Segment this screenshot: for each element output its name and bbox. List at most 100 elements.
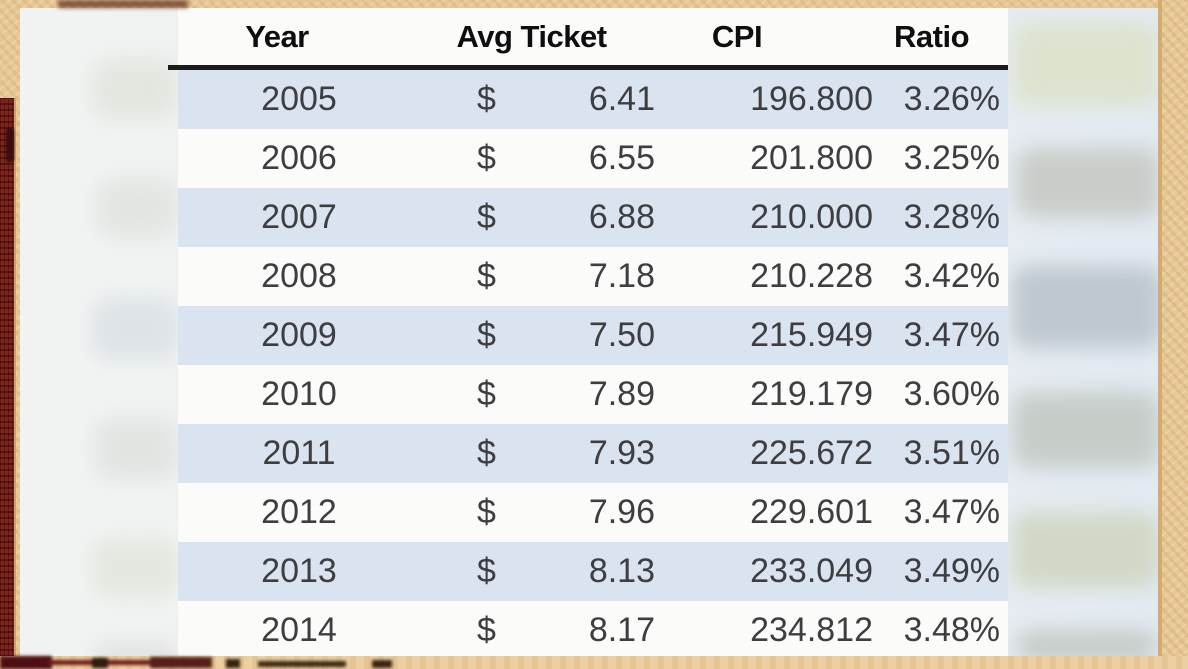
table-row: 2005 $6.41 196.800 3.26% xyxy=(178,70,1008,129)
cell-cpi: 219.179 xyxy=(750,375,873,413)
column-header-year: Year xyxy=(245,18,309,54)
blurred-slide-background: Year Avg Ticket CPI Ratio 2005 $6.41 196.8… xyxy=(20,8,1162,658)
cell-ratio: 3.47% xyxy=(903,316,1000,354)
table-row: 2009 $7.50 215.949 3.47% xyxy=(178,306,1008,365)
cell-cpi: 210.228 xyxy=(750,257,873,295)
cell-ratio: 3.28% xyxy=(903,198,1000,236)
cell-avg-ticket: $7.18 xyxy=(420,257,683,296)
cell-ratio: 3.26% xyxy=(903,80,1000,118)
cell-avg-ticket: $7.89 xyxy=(420,375,683,414)
cell-ratio: 3.48% xyxy=(903,611,1000,649)
blur-blob xyxy=(92,298,180,360)
cell-avg-ticket: $7.50 xyxy=(420,316,683,355)
cell-ratio: 3.51% xyxy=(903,434,1000,472)
blur-blob xyxy=(1016,148,1160,218)
cell-ratio: 3.47% xyxy=(903,493,1000,531)
cell-cpi: 201.800 xyxy=(750,139,873,177)
spine-corner-mark xyxy=(0,656,52,669)
blur-blob xyxy=(1012,392,1160,468)
cell-year: 2006 xyxy=(261,139,337,177)
currency-symbol: $ xyxy=(477,80,496,118)
avg-ticket-value: 6.88 xyxy=(588,198,655,236)
currency-symbol: $ xyxy=(477,434,496,472)
currency-symbol: $ xyxy=(477,552,496,590)
column-header-ratio: Ratio xyxy=(894,18,970,54)
cell-ratio: 3.42% xyxy=(903,257,1000,295)
currency-symbol: $ xyxy=(477,139,496,177)
blur-blob xyxy=(92,538,180,598)
avg-ticket-value: 7.89 xyxy=(588,375,655,413)
currency-symbol: $ xyxy=(477,316,496,354)
cell-year: 2010 xyxy=(261,375,337,413)
avg-ticket-value: 7.96 xyxy=(588,493,655,531)
cell-year: 2008 xyxy=(261,257,337,295)
table-header-row: Year Avg Ticket CPI Ratio xyxy=(168,8,1008,70)
blur-blob xyxy=(96,178,180,238)
frame-right-edge xyxy=(1158,0,1188,669)
spine-texture-mark xyxy=(6,128,14,162)
blur-blob xyxy=(94,418,180,480)
cell-year: 2014 xyxy=(261,611,337,649)
blur-blob xyxy=(1012,266,1162,348)
blur-blob xyxy=(94,643,178,658)
cell-avg-ticket: $7.96 xyxy=(420,493,683,532)
currency-symbol: $ xyxy=(477,493,496,531)
frame-texture-mark xyxy=(58,0,188,8)
cell-year: 2012 xyxy=(261,493,337,531)
cell-ratio: 3.60% xyxy=(903,375,1000,413)
cell-cpi: 196.800 xyxy=(750,80,873,118)
scribble-mark xyxy=(92,658,108,668)
scribble-mark xyxy=(226,659,240,668)
table-body: 2005 $6.41 196.800 3.26% 2006 $6.55 201.800 3.2… xyxy=(178,70,1008,658)
cell-cpi: 225.672 xyxy=(750,434,873,472)
cell-ratio: 3.49% xyxy=(903,552,1000,590)
currency-symbol: $ xyxy=(477,257,496,295)
cell-avg-ticket: $8.13 xyxy=(420,552,683,591)
currency-symbol: $ xyxy=(477,611,496,649)
blur-blob xyxy=(92,58,180,120)
avg-ticket-value: 6.41 xyxy=(588,80,655,118)
column-header-cpi: CPI xyxy=(711,18,763,54)
table-row: 2014 $8.17 234.812 3.48% xyxy=(178,601,1008,658)
cell-year: 2005 xyxy=(261,80,337,118)
scribble-mark xyxy=(372,660,392,668)
avg-ticket-value: 7.93 xyxy=(588,434,655,472)
column-header-avg-ticket: Avg Ticket xyxy=(456,18,607,54)
cell-cpi: 215.949 xyxy=(750,316,873,354)
avg-ticket-value: 7.18 xyxy=(588,257,655,295)
scribble-mark xyxy=(258,661,346,667)
cell-avg-ticket: $6.88 xyxy=(420,198,683,237)
cell-cpi: 234.812 xyxy=(750,611,873,649)
table-row: 2007 $6.88 210.000 3.28% xyxy=(178,188,1008,247)
cell-avg-ticket: $7.93 xyxy=(420,434,683,473)
blur-blob xyxy=(1012,512,1160,588)
cell-avg-ticket: $8.17 xyxy=(420,611,683,650)
cell-year: 2009 xyxy=(261,316,337,354)
blur-blob xyxy=(1016,630,1158,658)
cell-cpi: 210.000 xyxy=(750,198,873,236)
cell-avg-ticket: $6.55 xyxy=(420,139,683,178)
frame-bottom-edge xyxy=(0,656,1188,669)
avg-ticket-value: 6.55 xyxy=(588,139,655,177)
book-spine-strip xyxy=(0,98,14,669)
cell-year: 2013 xyxy=(261,552,337,590)
scribble-mark xyxy=(150,657,212,668)
data-table: Year Avg Ticket CPI Ratio 2005 $6.41 196.8… xyxy=(168,8,1008,658)
avg-ticket-value: 7.50 xyxy=(588,316,655,354)
avg-ticket-value: 8.13 xyxy=(588,552,655,590)
currency-symbol: $ xyxy=(477,375,496,413)
avg-ticket-value: 8.17 xyxy=(588,611,655,649)
currency-symbol: $ xyxy=(477,198,496,236)
table-row: 2012 $7.96 229.601 3.47% xyxy=(178,483,1008,542)
table-row: 2013 $8.13 233.049 3.49% xyxy=(178,542,1008,601)
table-row: 2010 $7.89 219.179 3.60% xyxy=(178,365,1008,424)
cell-ratio: 3.25% xyxy=(903,139,1000,177)
table-row: 2008 $7.18 210.228 3.42% xyxy=(178,247,1008,306)
table-row: 2006 $6.55 201.800 3.25% xyxy=(178,129,1008,188)
blur-blob xyxy=(1012,22,1160,106)
cell-year: 2007 xyxy=(261,198,337,236)
cell-cpi: 233.049 xyxy=(750,552,873,590)
table-row: 2011 $7.93 225.672 3.51% xyxy=(178,424,1008,483)
maroon-line-mark xyxy=(48,660,174,665)
